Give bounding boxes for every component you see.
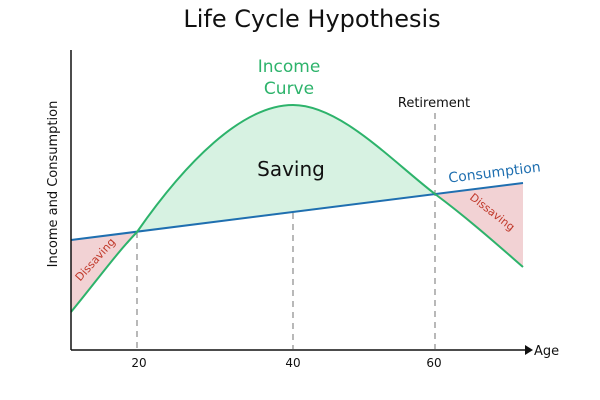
y-axis-label: Income and Consumption xyxy=(46,101,61,268)
diagram-title: Life Cycle Hypothesis xyxy=(183,5,440,33)
x-axis-arrow xyxy=(525,345,533,355)
x-tick-20: 20 xyxy=(131,356,146,370)
consumption-label: Consumption xyxy=(448,159,542,186)
consumption-line xyxy=(70,182,524,241)
x-axis-label: Age xyxy=(534,344,559,359)
income-curve-label-line2: Curve xyxy=(264,79,314,99)
saving-region xyxy=(137,105,435,232)
dissaving-right-region xyxy=(435,183,523,267)
retirement-label: Retirement xyxy=(398,96,470,111)
axes xyxy=(70,50,533,355)
dashed-guides xyxy=(136,113,436,349)
saving-label: Saving xyxy=(257,157,325,181)
dissaving-left-region xyxy=(71,232,137,312)
income-curve xyxy=(70,103,524,313)
x-tick-40: 40 xyxy=(285,356,300,370)
x-tick-60: 60 xyxy=(426,356,441,370)
income-curve-label-line1: Income xyxy=(258,57,321,77)
